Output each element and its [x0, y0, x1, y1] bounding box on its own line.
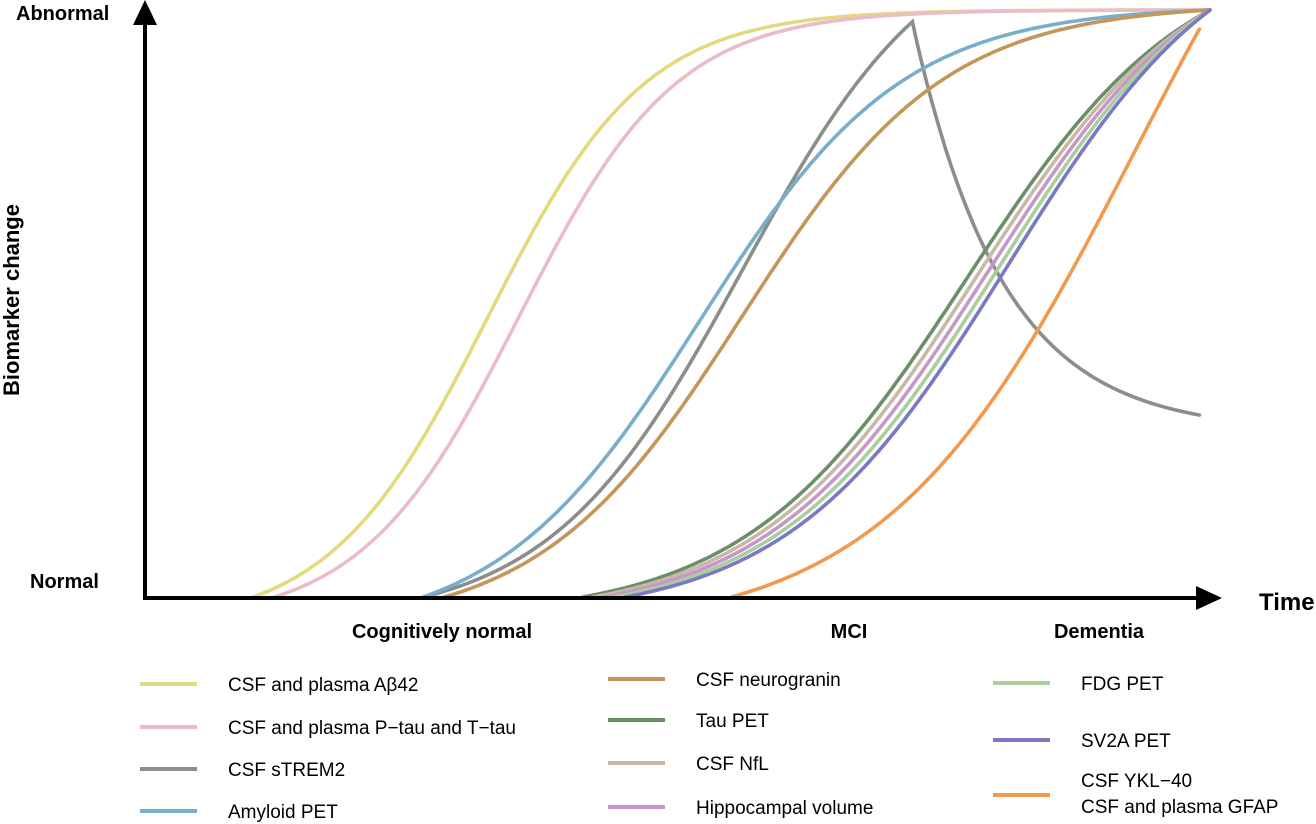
legend-label-0: CSF and plasma Aβ42	[228, 675, 418, 696]
x-axis-label: Time	[1259, 589, 1315, 616]
series-line-2	[421, 18, 1202, 599]
legend-label-10: CSF YKL−40 CSF and plasma GFAP	[1081, 771, 1278, 818]
x-axis-arrowhead	[1196, 586, 1222, 610]
legend-label-8: FDG PET	[1081, 674, 1164, 695]
y-axis-arrowhead	[133, 0, 157, 25]
stage-label-dementia: Dementia	[1054, 621, 1145, 643]
legend-label-3: Amyloid PET	[228, 802, 338, 823]
legend-label-6: CSF NfL	[696, 754, 769, 775]
series-line-1	[272, 8, 1212, 599]
series-line-9	[623, 8, 1212, 599]
legend-label-4: CSF neurogranin	[696, 670, 841, 691]
y-axis-label: Biomarker change	[0, 204, 24, 396]
legend-label-2: CSF sTREM2	[228, 760, 345, 781]
legend: CSF and plasma Aβ42 CSF and plasma P−tau …	[140, 670, 1278, 823]
stage-label-cognitively-normal: Cognitively normal	[352, 621, 532, 643]
series-line-5	[581, 8, 1212, 599]
legend-label-5: Tau PET	[696, 711, 769, 732]
series-line-3	[421, 8, 1212, 599]
stage-label-mci: MCI	[831, 621, 868, 643]
legend-label-9: SV2A PET	[1081, 731, 1171, 752]
series-line-10	[729, 27, 1202, 599]
y-tick-high: Abnormal	[16, 3, 109, 25]
legend-label-7: Hippocampal volume	[696, 798, 873, 819]
series-line-6	[591, 8, 1212, 599]
series-line-7	[602, 8, 1212, 599]
series-line-0	[251, 8, 1212, 599]
series-lines	[251, 8, 1212, 599]
series-line-4	[442, 8, 1212, 599]
y-tick-low: Normal	[30, 571, 99, 593]
series-line-8	[612, 8, 1212, 599]
legend-label-1: CSF and plasma P−tau and T−tau	[228, 718, 516, 739]
